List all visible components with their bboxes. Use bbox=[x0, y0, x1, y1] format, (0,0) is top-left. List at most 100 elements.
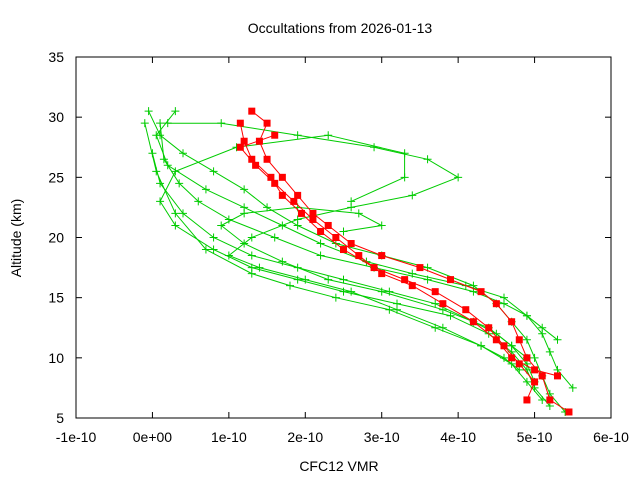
y-tick-label: 35 bbox=[48, 49, 64, 65]
data-point-square bbox=[355, 252, 363, 260]
data-point-plus bbox=[217, 119, 226, 128]
series-line bbox=[159, 123, 558, 341]
data-point-plus bbox=[179, 149, 187, 158]
series-profile-1 bbox=[144, 107, 570, 416]
data-point-square bbox=[439, 300, 447, 308]
axis-ticks: -1e-10 0e+00 1e-10 2e-10 3e-10 4e-10 5e-10 6e-1… bbox=[48, 49, 629, 445]
data-point-plus bbox=[171, 167, 180, 176]
data-point-square bbox=[263, 119, 271, 127]
data-point-plus bbox=[179, 209, 187, 218]
data-point-plus bbox=[522, 335, 531, 344]
series-line bbox=[159, 134, 551, 407]
data-point-plus bbox=[538, 323, 547, 332]
data-point-square bbox=[236, 143, 244, 151]
data-point-square bbox=[447, 276, 454, 284]
data-point-square bbox=[416, 264, 424, 272]
y-tick-label: 5 bbox=[56, 410, 64, 426]
data-point-plus bbox=[209, 245, 218, 254]
data-point-square bbox=[248, 155, 256, 163]
data-point-plus bbox=[331, 293, 340, 302]
data-point-plus bbox=[171, 209, 180, 218]
data-point-square bbox=[485, 324, 493, 332]
data-point-square bbox=[267, 173, 275, 181]
series-line bbox=[144, 123, 543, 401]
data-point-plus bbox=[377, 287, 386, 296]
data-point-square bbox=[290, 197, 298, 205]
chart-title: Occultations from 2026-01-13 bbox=[248, 20, 433, 36]
data-point-plus bbox=[324, 275, 333, 284]
data-point-square bbox=[378, 270, 386, 278]
y-tick-label: 30 bbox=[48, 109, 64, 125]
y-tick-label: 20 bbox=[48, 230, 64, 246]
x-tick-label: 5e-10 bbox=[517, 429, 553, 445]
data-point-square bbox=[255, 137, 263, 145]
data-point-square bbox=[546, 396, 554, 404]
data-point-plus bbox=[431, 323, 440, 332]
data-point-plus bbox=[156, 197, 165, 206]
data-point-plus bbox=[156, 119, 165, 128]
data-point-square bbox=[324, 221, 332, 229]
data-point-plus bbox=[370, 143, 379, 152]
data-point-square bbox=[477, 288, 485, 296]
data-point-square bbox=[340, 246, 347, 254]
data-point-plus bbox=[454, 173, 463, 182]
data-point-square bbox=[492, 336, 500, 344]
data-point-square bbox=[523, 354, 531, 362]
data-point-square bbox=[565, 408, 573, 416]
data-point-square bbox=[515, 336, 523, 344]
x-tick-label: -1e-10 bbox=[56, 429, 97, 445]
data-point-plus bbox=[400, 173, 409, 182]
data-point-square bbox=[554, 372, 561, 380]
series-line bbox=[148, 110, 566, 413]
data-point-plus bbox=[247, 233, 256, 242]
y-axis-label: Altitude (km) bbox=[8, 199, 24, 278]
y-tick-label: 10 bbox=[48, 350, 64, 366]
data-point-plus bbox=[217, 221, 226, 230]
data-point-plus bbox=[377, 221, 386, 230]
series-line bbox=[220, 206, 536, 383]
data-point-plus bbox=[316, 239, 325, 248]
data-point-plus bbox=[255, 263, 264, 272]
data-point-square bbox=[408, 282, 416, 290]
data-point-square bbox=[531, 366, 539, 374]
data-point-square bbox=[508, 354, 516, 362]
series-line bbox=[151, 153, 528, 359]
data-point-plus bbox=[408, 191, 417, 200]
data-point-square bbox=[263, 155, 271, 163]
data-point-square bbox=[317, 227, 325, 235]
data-point-plus bbox=[423, 275, 432, 284]
data-point-plus bbox=[385, 305, 394, 314]
series-profile-red-3 bbox=[236, 131, 561, 380]
data-point-square bbox=[492, 300, 500, 308]
plot-frame bbox=[75, 56, 612, 419]
data-point-plus bbox=[171, 107, 180, 116]
data-point-square bbox=[278, 173, 286, 181]
x-tick-label: 4e-10 bbox=[440, 429, 476, 445]
data-point-plus bbox=[301, 275, 310, 284]
data-point-plus bbox=[538, 395, 547, 404]
data-point-plus bbox=[316, 251, 325, 260]
data-point-plus bbox=[431, 299, 440, 308]
y-tick-label: 15 bbox=[48, 290, 64, 306]
series-group bbox=[140, 107, 577, 416]
data-point-plus bbox=[507, 341, 516, 350]
data-point-plus bbox=[247, 251, 256, 260]
data-point-square bbox=[538, 372, 546, 380]
x-tick-label: 2e-10 bbox=[287, 429, 323, 445]
series-profile-8 bbox=[140, 119, 547, 404]
data-point-plus bbox=[530, 353, 539, 362]
data-point-plus bbox=[163, 119, 172, 128]
x-axis-label: CFC12 VMR bbox=[299, 458, 378, 474]
data-point-plus bbox=[144, 107, 153, 116]
data-point-plus bbox=[477, 341, 486, 350]
series-line bbox=[155, 110, 574, 389]
data-point-square bbox=[531, 378, 539, 386]
data-point-square bbox=[252, 161, 260, 169]
y-tick-label: 25 bbox=[48, 169, 64, 185]
data-point-plus bbox=[339, 275, 348, 284]
data-point-plus bbox=[140, 119, 149, 128]
data-point-square bbox=[508, 318, 516, 326]
data-point-square bbox=[462, 306, 470, 314]
data-point-plus bbox=[263, 203, 272, 212]
